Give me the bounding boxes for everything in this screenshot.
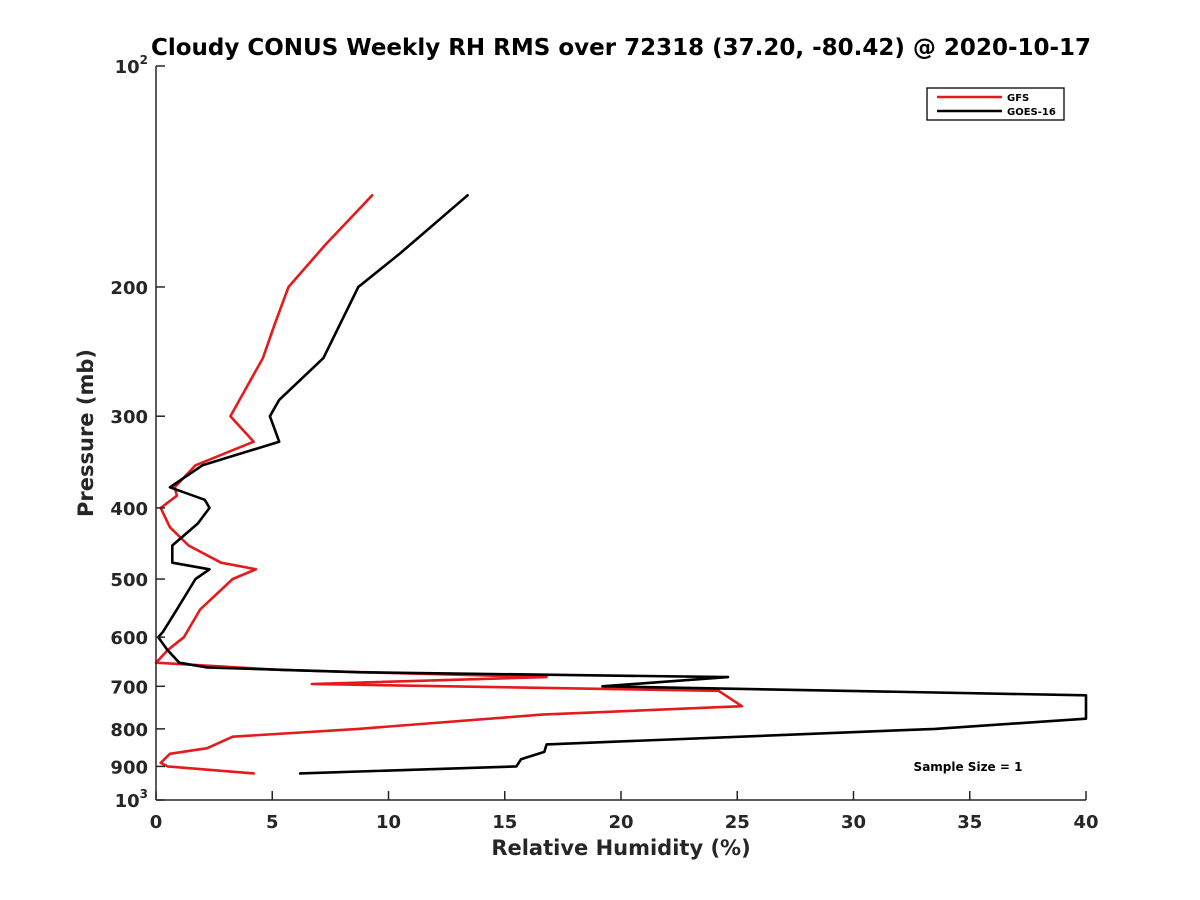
ticks-layer: 0 5 10 15 20 25 30 35 40 102 200 300 400 500 600 700 800… [110,53,1098,833]
series-line-goes-16 [157,194,1088,775]
x-tick-label: 25 [725,812,750,833]
legend-label: GFS [1007,93,1029,104]
x-tick-label: 30 [841,812,866,833]
y-tick-label: 300 [110,407,148,428]
series-layer [154,194,1088,775]
y-tick-label: 600 [110,628,148,649]
y-tick-label: 700 [110,677,148,698]
chart-title: Cloudy CONUS Weekly RH RMS over 72318 (3… [151,35,1091,61]
y-tick-label: 400 [110,499,148,520]
y-tick-label: 102 [115,53,148,78]
x-tick-label: 0 [150,812,163,833]
y-tick-label: 500 [110,570,148,591]
y-axis-label: Pressure (mb) [74,349,98,517]
sample-size-annotation: Sample Size = 1 [914,760,1023,774]
x-axis-label: Relative Humidity (%) [491,836,750,860]
x-tick-label: 20 [608,812,633,833]
legend: GFS GOES-16 [926,87,1065,121]
x-tick-label: 40 [1073,812,1098,833]
x-tick-label: 10 [376,812,401,833]
legend-box [926,87,1065,121]
y-tick-label: 200 [110,278,148,299]
x-tick-label: 35 [957,812,982,833]
y-tick-label: 900 [110,757,148,778]
x-tick-label: 15 [492,812,517,833]
y-tick-label: 103 [115,787,148,812]
series-line-gfs [154,194,744,775]
y-tick-label: 800 [110,720,148,741]
x-tick-label: 5 [266,812,279,833]
legend-label: GOES-16 [1007,107,1056,118]
